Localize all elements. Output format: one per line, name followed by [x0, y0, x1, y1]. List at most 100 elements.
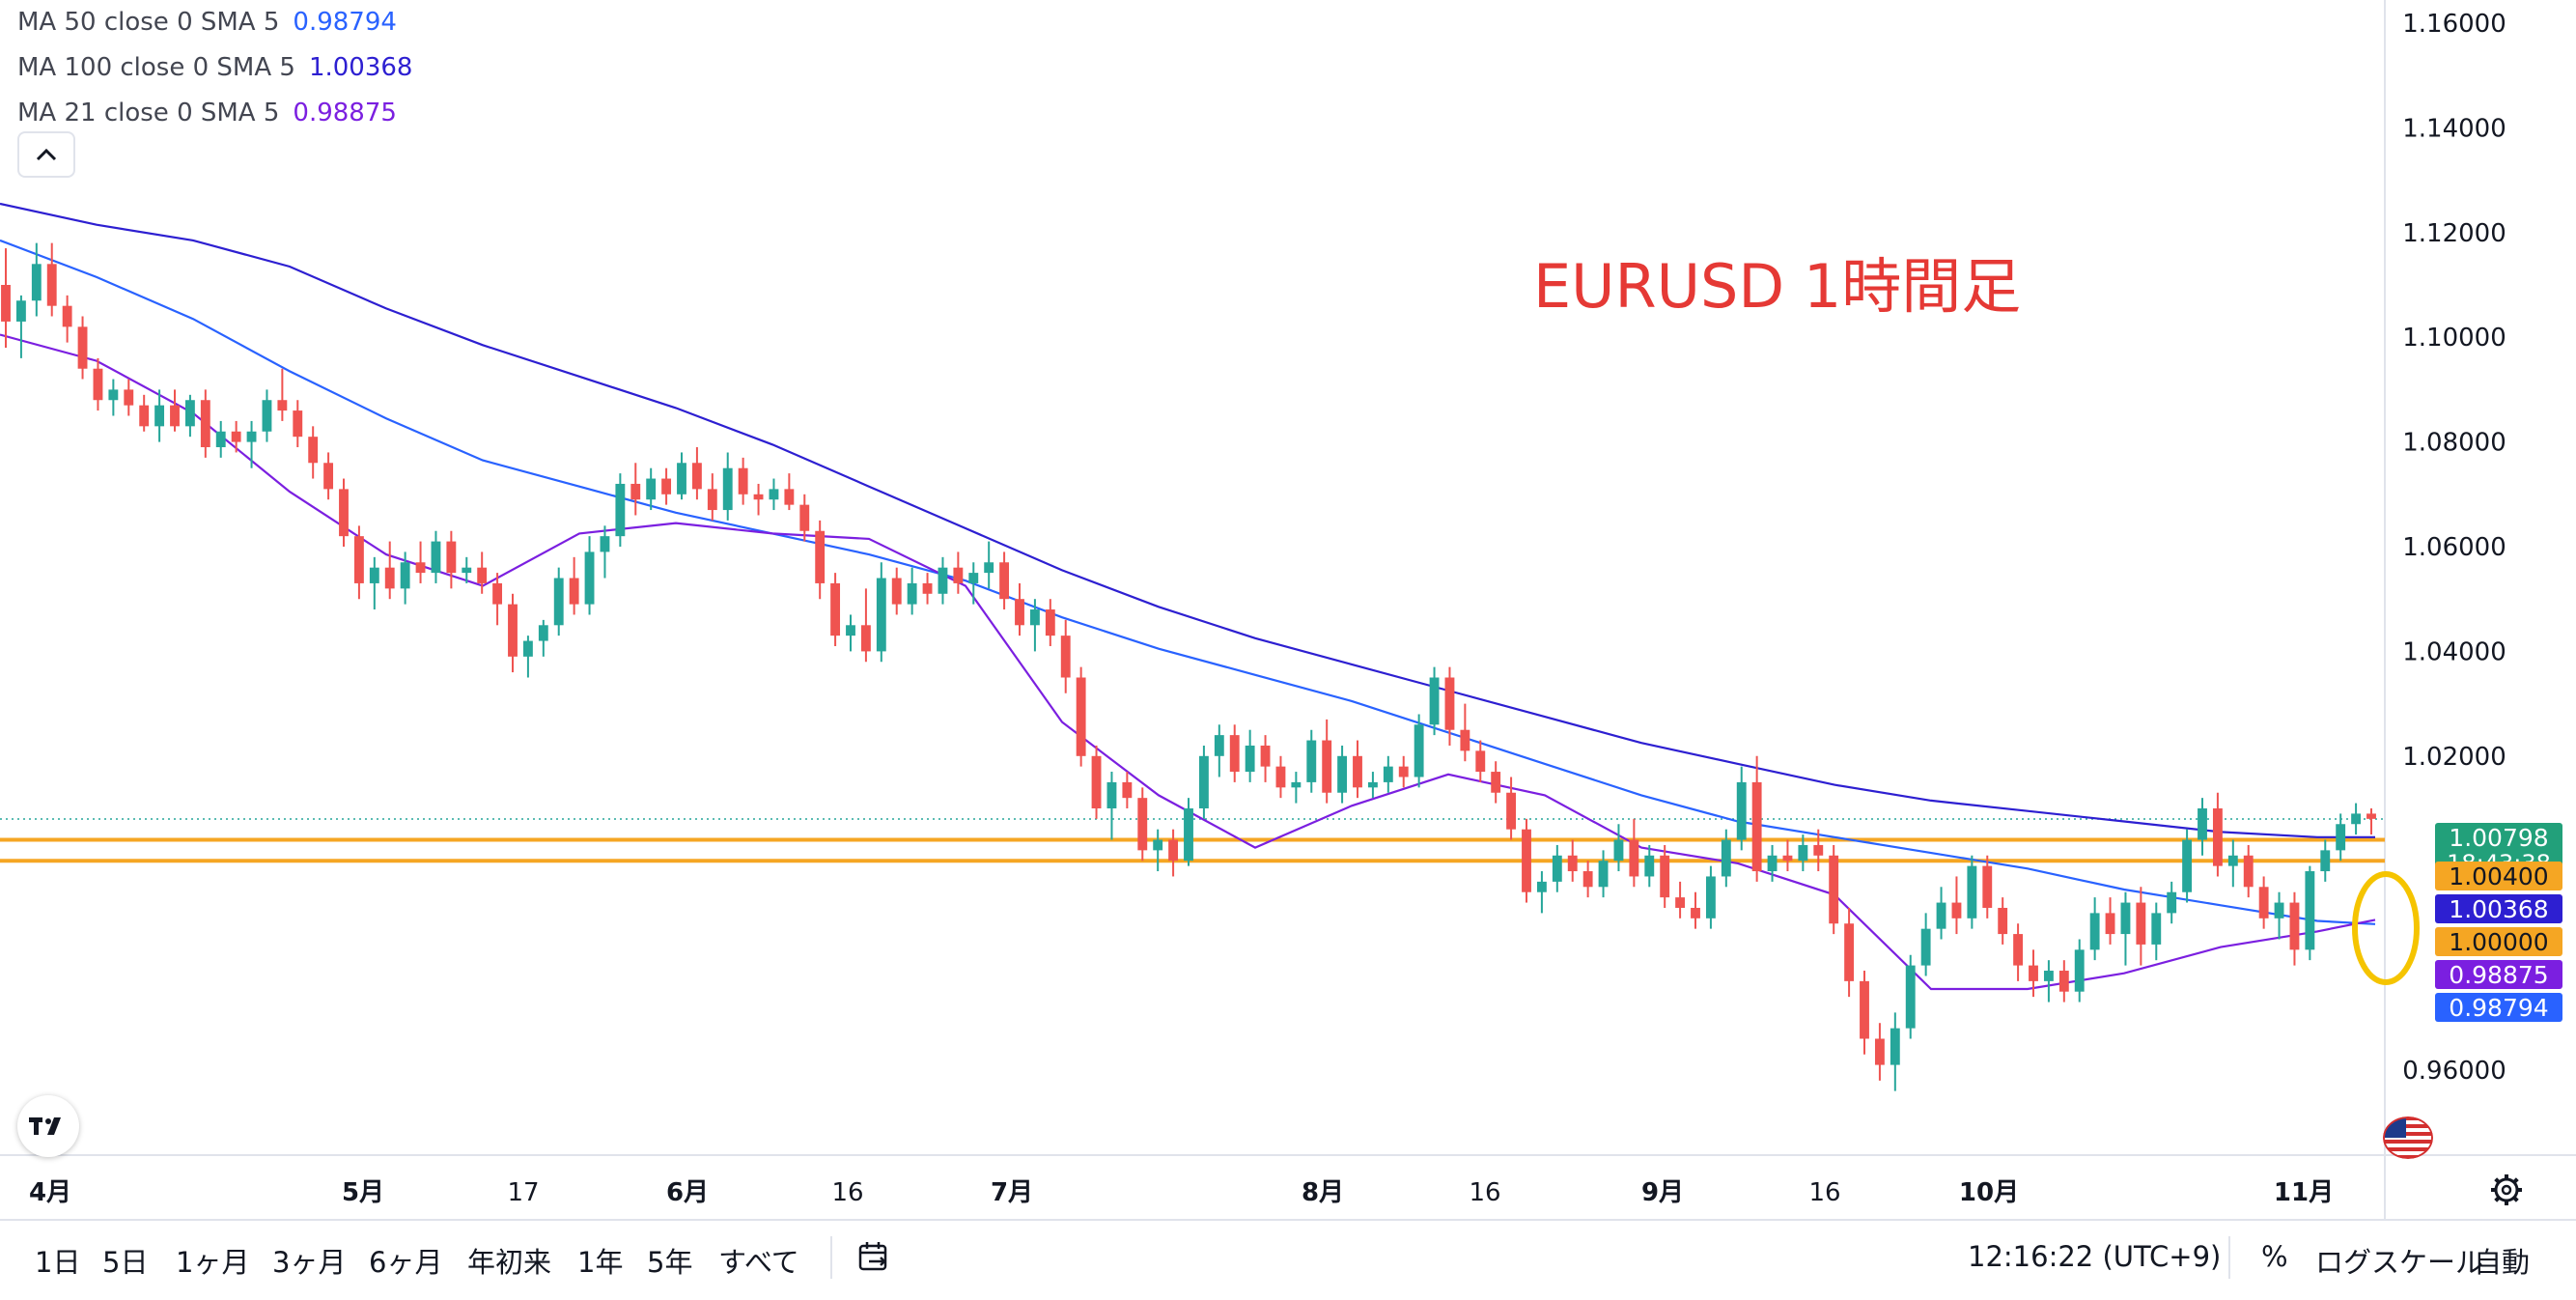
- candle: [953, 551, 964, 594]
- candle: [891, 567, 902, 615]
- candle: [77, 316, 88, 380]
- candle-body: [2058, 971, 2069, 992]
- candle-body: [1198, 755, 1209, 808]
- candle-body: [262, 400, 272, 432]
- highlight-circle: [2352, 871, 2420, 985]
- toolbar-separator: [2228, 1236, 2230, 1279]
- candle: [62, 295, 72, 343]
- candle-body: [184, 400, 195, 427]
- candle-body: [968, 573, 979, 583]
- candle-body: [323, 463, 334, 490]
- log-scale-button[interactable]: ログスケール: [2315, 1246, 2484, 1279]
- candle: [1767, 844, 1778, 882]
- candle-body: [1936, 902, 1946, 929]
- price-tick-label: 1.02000: [2402, 743, 2506, 772]
- candle: [1536, 871, 1547, 914]
- price-label-text: 0.98875: [2449, 961, 2548, 989]
- range-3m-button[interactable]: 3ヶ月: [272, 1246, 347, 1279]
- candle: [2351, 803, 2362, 835]
- ma100-line: [0, 202, 2375, 838]
- bottom-toolbar: 1日 5日 1ヶ月 3ヶ月 6ヶ月 年初来 1年 5年 すべて 12:16:22…: [0, 1219, 2576, 1298]
- candle-body: [938, 567, 948, 594]
- candle-body: [1491, 772, 1501, 793]
- tradingview-logo-icon[interactable]: [17, 1095, 79, 1157]
- range-5y-button[interactable]: 5年: [647, 1246, 693, 1279]
- candle-body: [2336, 824, 2346, 851]
- candle: [1675, 881, 1686, 918]
- candle: [2029, 949, 2038, 998]
- candle: [1091, 745, 1102, 819]
- candle: [646, 467, 657, 511]
- candle-body: [1137, 798, 1148, 851]
- range-1d-button[interactable]: 1日: [35, 1246, 81, 1279]
- range-6m-button[interactable]: 6ヶ月: [369, 1246, 443, 1279]
- candle: [215, 420, 226, 458]
- legend-ma100[interactable]: MA 100 close 0 SMA 5 1.00368: [17, 45, 412, 91]
- time-tick-label: 5月: [342, 1178, 384, 1207]
- range-ytd-button[interactable]: 年初来: [467, 1246, 552, 1279]
- candles: [1, 242, 2376, 1091]
- candle-body: [2212, 808, 2223, 866]
- candle: [1245, 729, 1255, 782]
- percent-scale-button[interactable]: %: [2261, 1240, 2288, 1273]
- candle-body: [769, 489, 779, 500]
- candle: [323, 452, 334, 500]
- candle: [846, 614, 855, 652]
- candle: [462, 556, 472, 583]
- candle: [522, 636, 533, 678]
- candle: [2274, 891, 2284, 940]
- range-1m-button[interactable]: 1ヶ月: [176, 1246, 250, 1279]
- legend-ma100-label: MA 100 close 0 SMA 5: [17, 53, 295, 82]
- candle-body: [891, 578, 902, 605]
- candle: [200, 389, 210, 458]
- legend-ma21-label: MA 21 close 0 SMA 5: [17, 99, 280, 127]
- candle-body: [2305, 871, 2315, 950]
- candle-body: [1229, 735, 1240, 773]
- moving-averages: [0, 202, 2376, 991]
- range-5d-button[interactable]: 5日: [102, 1246, 149, 1279]
- candle-body: [799, 504, 810, 531]
- candle-body: [2089, 913, 2100, 950]
- candle-body: [431, 541, 441, 574]
- candle-body: [999, 562, 1010, 600]
- time-tick-label: 16: [1469, 1178, 1500, 1207]
- candle-body: [1951, 902, 1962, 918]
- annotations: EURUSD 1時間足: [1533, 251, 2420, 985]
- price-label-text: 1.00368: [2449, 895, 2548, 923]
- candle-body: [415, 562, 426, 574]
- auto-scale-button[interactable]: 自動: [2474, 1246, 2531, 1279]
- candle-body: [553, 578, 564, 626]
- candle: [1106, 772, 1117, 840]
- gear-icon: [2491, 1174, 2522, 1205]
- price-tick-label: 1.12000: [2402, 219, 2506, 248]
- candle-body: [308, 437, 319, 464]
- price-tick-label: 1.08000: [2402, 429, 2506, 458]
- legend-ma21[interactable]: MA 21 close 0 SMA 5 0.98875: [17, 91, 412, 136]
- candle: [553, 567, 564, 636]
- candle-body: [446, 541, 457, 574]
- candle: [2013, 923, 2024, 981]
- candle-body: [1353, 755, 1362, 788]
- price-label-text: 1.00400: [2449, 862, 2548, 890]
- range-1y-button[interactable]: 1年: [577, 1246, 624, 1279]
- candle-body: [154, 405, 165, 427]
- candle: [353, 525, 364, 600]
- range-all-button[interactable]: すべて: [718, 1246, 799, 1279]
- candle: [1275, 755, 1286, 799]
- candle-body: [2029, 965, 2038, 981]
- candle-body: [1675, 897, 1686, 908]
- candle: [1337, 745, 1348, 804]
- candle: [584, 536, 595, 615]
- us-flag-icon[interactable]: [2383, 1116, 2433, 1159]
- candle: [569, 556, 579, 615]
- candle-body: [1536, 881, 1547, 892]
- clock-time[interactable]: 12:16:22 (UTC+9): [1968, 1240, 2222, 1273]
- candle: [1644, 844, 1655, 888]
- candle-body: [124, 389, 134, 406]
- legend-ma50[interactable]: MA 50 close 0 SMA 5 0.98794: [17, 0, 412, 45]
- calendar-range-icon[interactable]: [857, 1240, 892, 1275]
- candle-body: [1967, 865, 1977, 918]
- legend-collapse-button[interactable]: [17, 131, 75, 178]
